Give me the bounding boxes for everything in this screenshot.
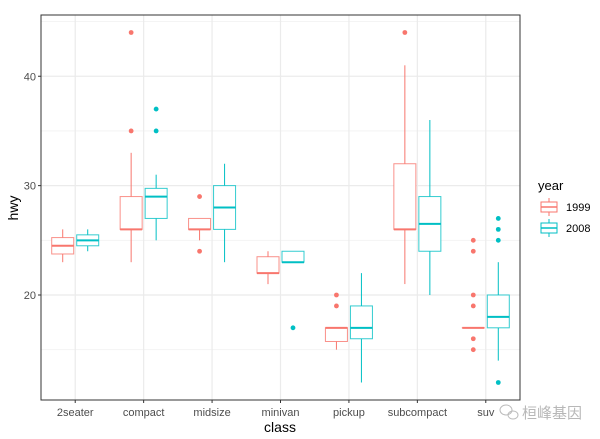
outlier-point bbox=[495, 237, 501, 243]
x-tick-label: midsize bbox=[193, 407, 230, 419]
box-compact-2008 bbox=[144, 106, 168, 241]
legend: year 1999 2008 bbox=[538, 178, 590, 237]
y-axis-title: hwy bbox=[5, 196, 21, 221]
legend-label-1999: 1999 bbox=[566, 202, 590, 214]
x-tick-label: minivan bbox=[262, 407, 300, 419]
outlier-point bbox=[470, 336, 476, 342]
legend-title: year bbox=[538, 178, 564, 193]
x-tick-label: compact bbox=[123, 407, 165, 419]
box-subcompact-2008 bbox=[418, 120, 442, 295]
outlier-point bbox=[470, 303, 476, 309]
outlier-point bbox=[470, 292, 476, 298]
box-iqr bbox=[188, 217, 212, 230]
box-iqr bbox=[281, 250, 305, 263]
box-2seater-2008 bbox=[76, 229, 100, 252]
box-minivan-2008 bbox=[281, 250, 305, 331]
box-midsize-1999 bbox=[188, 194, 212, 254]
box-iqr bbox=[486, 294, 510, 329]
box-iqr bbox=[256, 256, 280, 274]
box-iqr bbox=[393, 163, 417, 230]
box-subcompact-1999 bbox=[393, 30, 417, 285]
outlier-point bbox=[470, 347, 476, 353]
outlier-point bbox=[470, 248, 476, 254]
boxes bbox=[51, 30, 510, 385]
box-pickup-2008 bbox=[349, 273, 373, 383]
x-tick-label: 2seater bbox=[57, 407, 94, 419]
outlier-point bbox=[128, 128, 134, 134]
box-iqr bbox=[349, 305, 373, 340]
y-tick-label: 40 bbox=[24, 71, 36, 83]
box-iqr bbox=[119, 196, 143, 230]
box-midsize-2008 bbox=[213, 163, 237, 263]
outlier-point bbox=[495, 216, 501, 221]
y-tick-label: 20 bbox=[24, 290, 36, 302]
outlier-point bbox=[153, 128, 159, 134]
legend-label-2008: 2008 bbox=[566, 223, 590, 235]
box-minivan-1999 bbox=[256, 251, 280, 285]
box-suv-1999 bbox=[461, 237, 485, 353]
box-2seater-1999 bbox=[51, 229, 75, 263]
outlier-point bbox=[334, 303, 339, 309]
x-tick-label: suv bbox=[477, 407, 495, 419]
legend-key-1999 bbox=[540, 198, 558, 216]
outlier-point bbox=[128, 30, 134, 35]
wechat-icon bbox=[499, 404, 519, 420]
outlier-point bbox=[290, 325, 296, 331]
outlier-point bbox=[495, 226, 501, 232]
outlier-point bbox=[197, 248, 202, 254]
box-iqr bbox=[144, 187, 168, 219]
outlier-point bbox=[495, 380, 501, 385]
legend-key-2008 bbox=[540, 219, 558, 237]
x-tick-label: subcompact bbox=[388, 407, 447, 419]
grid bbox=[41, 15, 520, 400]
outlier-point bbox=[153, 106, 159, 112]
box-suv-2008 bbox=[486, 216, 510, 385]
x-axis-title: class bbox=[264, 419, 296, 435]
box-pickup-1999 bbox=[324, 292, 348, 350]
watermark: 桓峰基因 bbox=[499, 404, 582, 422]
box-compact-1999 bbox=[119, 30, 143, 263]
y-axis: 20 30 40 bbox=[24, 71, 41, 302]
x-tick-label: pickup bbox=[333, 407, 365, 419]
outlier-point bbox=[334, 292, 339, 298]
x-axis: 2seater compact midsize minivan pickup subcom… bbox=[57, 400, 495, 419]
outlier-point bbox=[470, 237, 476, 243]
y-tick-label: 30 bbox=[24, 181, 36, 193]
box-iqr bbox=[324, 327, 348, 342]
outlier-point bbox=[402, 30, 408, 35]
watermark-text: 桓峰基因 bbox=[522, 404, 582, 422]
outlier-point bbox=[197, 194, 202, 199]
